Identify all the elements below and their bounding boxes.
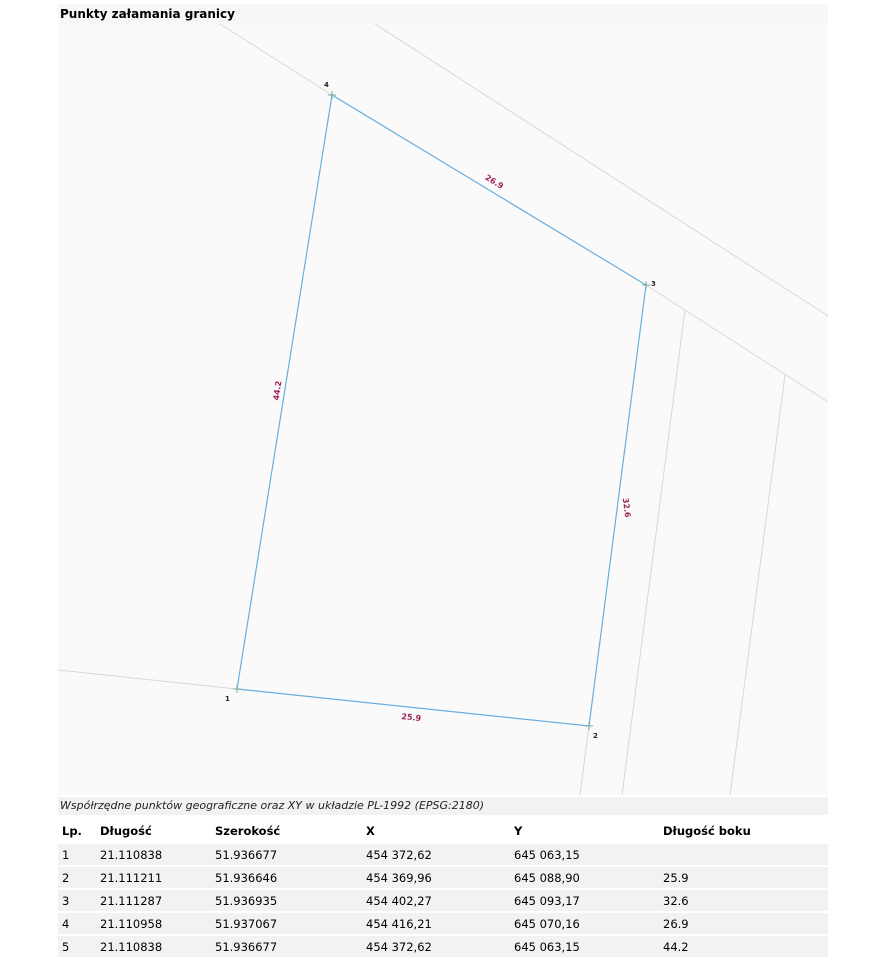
column-header: Długość	[100, 824, 152, 838]
column-header: Y	[514, 824, 523, 838]
table-header-row: Lp. Długość Szerokość X Y Długość boku	[58, 820, 828, 842]
table-cell: 454 416,21	[362, 913, 510, 934]
table-cell: 51.936646	[211, 867, 362, 888]
table-cell: 1	[58, 844, 96, 865]
column-header: Długość boku	[663, 824, 751, 838]
edge-length-label: 44.2	[272, 380, 284, 401]
table-cell: 3	[58, 890, 96, 911]
column-header: Lp.	[62, 824, 82, 838]
table-cell: 454 372,62	[362, 844, 510, 865]
table-cell: 51.936935	[211, 890, 362, 911]
table-row: 3 21.111287 51.936935 454 402,27 645 093,17 3…	[58, 890, 828, 911]
table-cell: 21.110838	[96, 844, 211, 865]
boundary-map[interactable]: 1 2 3 4 25.9 32.6 26.9 44.2	[58, 24, 828, 795]
table-caption: Współrzędne punktów geograficzne oraz XY…	[58, 797, 828, 815]
table-cell: 2	[58, 867, 96, 888]
coordinates-table: Lp. Długość Szerokość X Y Długość boku 1…	[58, 818, 828, 959]
table-cell: 645 088,90	[510, 867, 659, 888]
table-row: 2 21.111211 51.936646 454 369,96 645 088,90 2…	[58, 867, 828, 888]
parcel-boundary	[236, 94, 647, 727]
table-cell: 5	[58, 936, 96, 957]
table-cell: 51.936677	[211, 844, 362, 865]
edge-length-label: 32.6	[621, 497, 632, 518]
table-cell: 26.9	[659, 913, 828, 934]
table-cell	[659, 844, 828, 865]
table-cell: 32.6	[659, 890, 828, 911]
table-cell: 454 369,96	[362, 867, 510, 888]
table-cell: 44.2	[659, 936, 828, 957]
point-label: 2	[593, 732, 598, 740]
table-cell: 454 372,62	[362, 936, 510, 957]
table-cell: 21.110838	[96, 936, 211, 957]
point-label: 3	[651, 280, 656, 288]
vertex-markers	[233, 91, 650, 730]
table-cell: 645 063,15	[510, 844, 659, 865]
table-row: 4 21.110958 51.937067 454 416,21 645 070,16 2…	[58, 913, 828, 934]
point-label: 4	[324, 81, 329, 89]
point-label: 1	[225, 695, 230, 703]
table-row: 1 21.110838 51.936677 454 372,62 645 063,15	[58, 844, 828, 865]
table-cell: 25.9	[659, 867, 828, 888]
table-cell: 645 063,15	[510, 936, 659, 957]
edge-length-label: 25.9	[401, 712, 422, 723]
table-cell: 51.936677	[211, 936, 362, 957]
table-cell: 645 093,17	[510, 890, 659, 911]
table-cell: 645 070,16	[510, 913, 659, 934]
table-row: 5 21.110838 51.936677 454 372,62 645 063,15 4…	[58, 936, 828, 957]
column-header: X	[366, 824, 375, 838]
table-cell: 21.110958	[96, 913, 211, 934]
table-cell: 4	[58, 913, 96, 934]
table-cell: 21.111211	[96, 867, 211, 888]
table-cell: 454 402,27	[362, 890, 510, 911]
column-header: Szerokość	[215, 824, 281, 838]
section-title: Punkty załamania granicy	[58, 4, 828, 24]
background-parcel-lines	[58, 24, 828, 795]
table-cell: 51.937067	[211, 913, 362, 934]
table-cell: 21.111287	[96, 890, 211, 911]
